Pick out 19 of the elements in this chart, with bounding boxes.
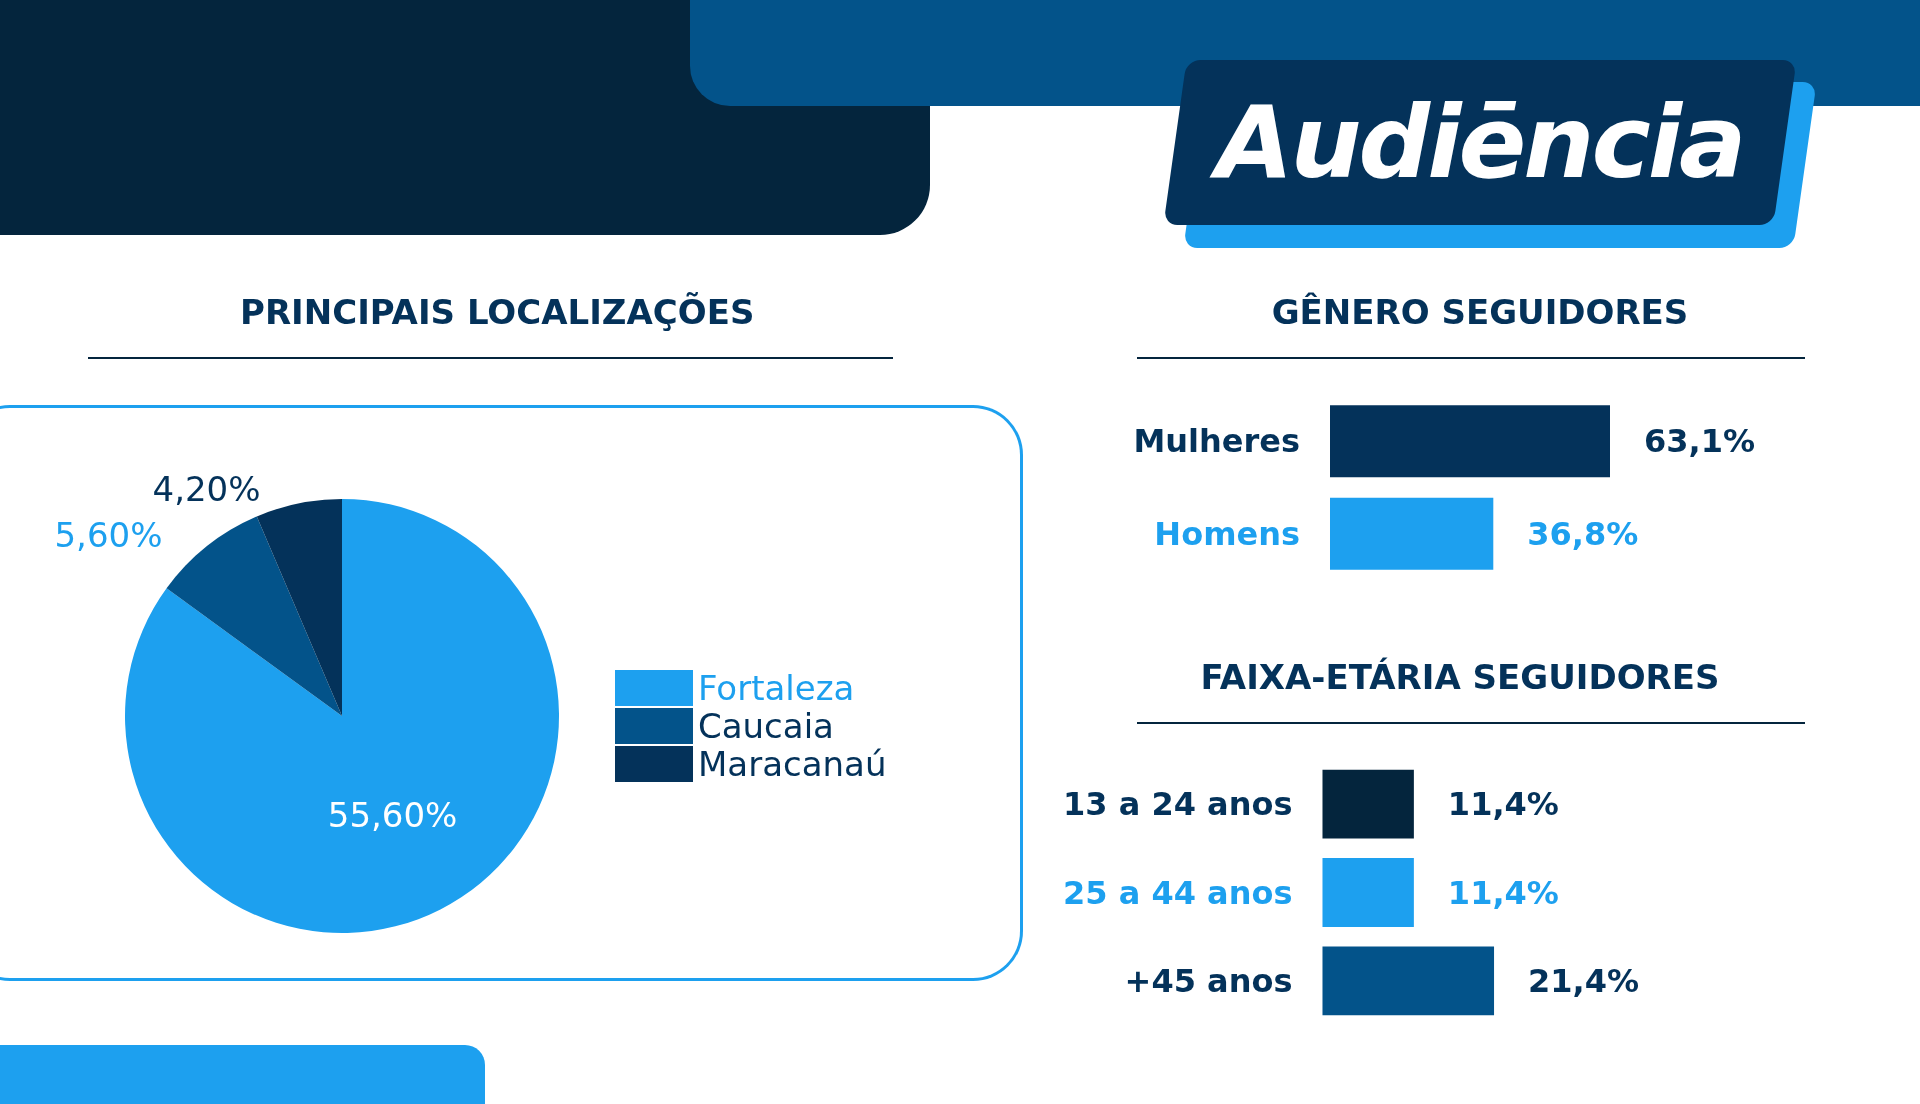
data-label: 11,4%: [1447, 785, 1559, 824]
y-tick-label: +45 anos: [1124, 961, 1293, 1000]
data-label: 36,8%: [1527, 514, 1639, 553]
data-label: 55,60%: [327, 795, 458, 836]
data-label: 5,60%: [54, 514, 163, 555]
data-label: 21,4%: [1528, 961, 1640, 1000]
y-tick-label: Mulheres: [1133, 422, 1300, 461]
data-label: 63,1%: [1644, 422, 1756, 461]
chart-title: PRINCIPAIS LOCALIZAÇÕES: [240, 292, 755, 332]
legend-label: Maracanaú: [698, 744, 887, 784]
y-tick-label: 25 a 44 anos: [1063, 873, 1293, 912]
chart-title: GÊNERO SEGUIDORES: [1271, 292, 1689, 332]
y-tick-label: Homens: [1154, 514, 1300, 553]
chart-title: FAIXA-ETÁRIA SEGUIDORES: [1200, 657, 1720, 697]
legend-label: Fortaleza: [698, 668, 855, 708]
legend-label: Caucaia: [698, 706, 834, 746]
data-label: 11,4%: [1447, 873, 1559, 912]
y-tick-label: 13 a 24 anos: [1063, 785, 1293, 824]
data-label: 4,20%: [152, 468, 261, 509]
